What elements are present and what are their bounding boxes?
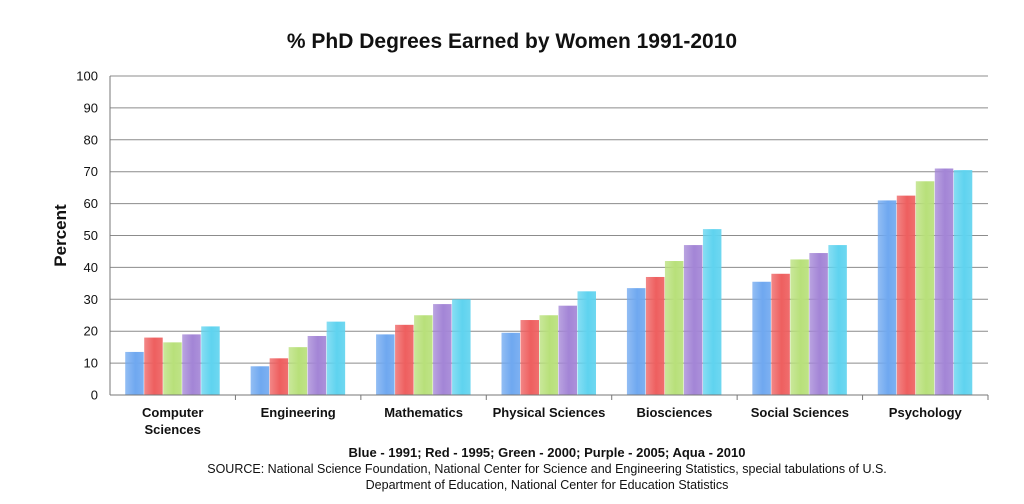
axes: 0 10 20 30 40 50 60 70 80 90 100 Percent Computer Sci… (51, 69, 989, 437)
bar (702, 229, 722, 395)
bar (307, 335, 327, 395)
x-tick-label: Sciences (145, 422, 201, 437)
bar (953, 170, 973, 395)
bar (896, 195, 916, 395)
y-tick-label: 50 (84, 228, 98, 243)
bar (809, 253, 828, 395)
bar (771, 273, 790, 395)
bar (577, 291, 596, 395)
bar (520, 320, 539, 395)
bars (125, 168, 973, 395)
chart-title: % PhD Degrees Earned by Women 1991-2010 (286, 30, 738, 53)
x-tick-label: Computer (142, 405, 203, 420)
x-tick-label: Biosciences (636, 405, 712, 420)
bar (645, 276, 665, 395)
y-tick-label: 10 (84, 356, 98, 371)
y-axis-title: Percent (51, 204, 70, 267)
y-tick-label: 90 (84, 100, 98, 115)
x-tick-label: Social Sciences (751, 405, 849, 420)
y-tick-label: 0 (91, 388, 98, 403)
bar (288, 347, 308, 395)
bar (558, 305, 577, 395)
x-tick-label: Engineering (261, 405, 336, 420)
y-tick-label: 40 (84, 260, 98, 275)
bar (626, 288, 646, 395)
bar (790, 259, 809, 395)
bar (683, 245, 703, 395)
bar (664, 261, 684, 395)
y-tick-label: 80 (84, 132, 98, 147)
bar (877, 200, 897, 395)
bar (182, 334, 201, 395)
bar (250, 366, 270, 395)
bar (752, 281, 771, 395)
bar (269, 358, 289, 395)
bar (828, 245, 847, 395)
source-note: SOURCE: National Science Foundation, Nat… (100, 461, 994, 493)
bar (915, 181, 935, 395)
bar (395, 324, 414, 395)
bar (539, 315, 558, 395)
bar (433, 304, 452, 395)
y-tick-label: 100 (76, 69, 98, 84)
bar (125, 351, 144, 395)
bar (414, 315, 433, 395)
legend-note: Blue - 1991; Red - 1995; Green - 2000; P… (348, 445, 746, 460)
source-line-2: Department of Education, National Center… (365, 478, 729, 492)
bar (144, 337, 163, 395)
source-line-1: SOURCE: National Science Foundation, Nat… (207, 462, 887, 476)
x-tick-label: Physical Sciences (493, 405, 606, 420)
y-tick-label: 60 (84, 196, 98, 211)
x-tick-label: Psychology (889, 405, 963, 420)
bar (163, 342, 182, 395)
bar (452, 299, 471, 395)
bar (326, 321, 346, 395)
bar (201, 326, 220, 395)
bar (376, 334, 395, 395)
bar (501, 332, 520, 395)
bar (934, 168, 954, 395)
x-tick-label: Mathematics (384, 405, 463, 420)
y-tick-label: 30 (84, 292, 98, 307)
y-tick-label: 70 (84, 164, 98, 179)
y-tick-label: 20 (84, 324, 98, 339)
